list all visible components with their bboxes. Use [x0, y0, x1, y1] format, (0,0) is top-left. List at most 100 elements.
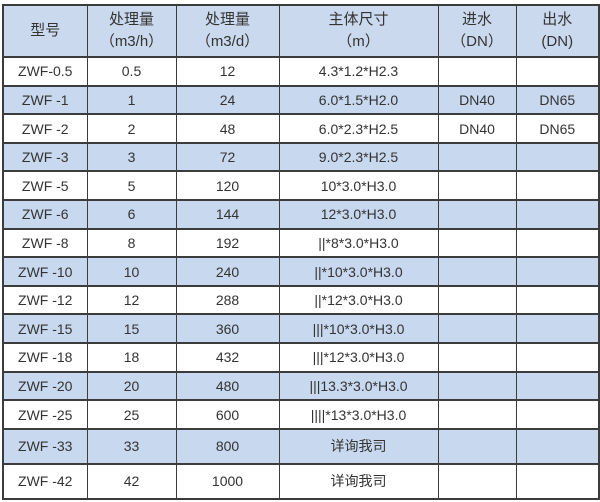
product-spec-table: 型号 处理量 （m3/h） 处理量 （m3/d） 主体尺寸 （m） 进水 （DN） 出水 (DN) … — [2, 4, 600, 501]
table-row: ZWF -20 20 480 |||13.3*3.0*H3.0 — [2, 370, 600, 402]
table-row: ZWF -5 5 120 10*3.0*H3.0 — [2, 170, 600, 202]
table-cell-capacity-m3d: 144 — [175, 199, 280, 230]
table-cell-model: ZWF -18 — [2, 342, 88, 373]
table-cell-capacity-m3h: 3 — [86, 141, 177, 173]
table-row: ZWF-0.5 0.5 12 4.3*1.2*H2.3 — [2, 56, 600, 87]
header-line2: （m3/h） — [99, 33, 164, 50]
table-row: ZWF -2 2 48 6.0*2.3*H2.5 DN40 DN65 — [2, 113, 600, 144]
table-cell-capacity-m3h: 2 — [86, 113, 177, 144]
col-header-capacity-m3d: 处理量 （m3/d） — [175, 4, 280, 58]
table-cell-capacity-m3d: 48 — [175, 113, 280, 144]
table-row: ZWF -10 10 240 ||*10*3.0*H3.0 — [2, 256, 600, 287]
table-cell-model: ZWF -25 — [2, 399, 88, 430]
table-cell-model: ZWF -8 — [2, 227, 88, 259]
table-cell-outlet-dn — [515, 199, 600, 230]
table-cell-model: ZWF -15 — [2, 313, 88, 345]
table-cell-outlet-dn — [515, 313, 600, 345]
header-line2: (DN) — [541, 33, 574, 50]
table-cell-capacity-m3h: 25 — [86, 399, 177, 430]
table-cell-inlet-dn — [437, 56, 517, 87]
table-cell-inlet-dn — [437, 370, 517, 402]
table-cell-capacity-m3h: 10 — [86, 256, 177, 287]
table-cell-inlet-dn — [437, 313, 517, 345]
table-cell-capacity-m3d: 360 — [175, 313, 280, 345]
table-cell-inlet-dn: DN40 — [437, 84, 517, 116]
table-cell-capacity-m3d: 600 — [175, 399, 280, 430]
table-row: ZWF -33 33 800 详询我司 — [2, 427, 600, 465]
table-cell-outlet-dn — [515, 170, 600, 202]
table-cell-capacity-m3h: 33 — [86, 427, 177, 465]
table-cell-capacity-m3h: 18 — [86, 342, 177, 373]
table-cell-capacity-m3h: 12 — [86, 284, 177, 316]
table-cell-body-size: 12*3.0*H3.0 — [278, 199, 439, 230]
table-cell-model: ZWF -3 — [2, 141, 88, 173]
table-cell-inlet-dn — [437, 227, 517, 259]
table-cell-model: ZWF -6 — [2, 199, 88, 230]
table-cell-inlet-dn — [437, 170, 517, 202]
table-cell-model: ZWF -20 — [2, 370, 88, 402]
table-cell-capacity-m3d: 480 — [175, 370, 280, 402]
col-header-capacity-m3h: 处理量 （m3/h） — [86, 4, 177, 58]
table-cell-capacity-m3d: 12 — [175, 56, 280, 87]
header-line2: （m3/d） — [195, 33, 260, 50]
table-cell-capacity-m3d: 800 — [175, 427, 280, 465]
table-row: ZWF -42 42 1000 详询我司 — [2, 462, 600, 501]
table-cell-inlet-dn — [437, 342, 517, 373]
header-line1: 主体尺寸 — [328, 11, 389, 29]
table-row: ZWF -18 18 432 |||*12*3.0*H3.0 — [2, 342, 600, 373]
table-cell-outlet-dn — [515, 227, 600, 259]
table-cell-body-size: |||*10*3.0*H3.0 — [278, 313, 439, 345]
table-cell-capacity-m3h: 1 — [86, 84, 177, 116]
table-cell-model: ZWF -1 — [2, 84, 88, 116]
table-cell-inlet-dn — [437, 427, 517, 465]
table-cell-body-size: 详询我司 — [278, 462, 439, 501]
table-row: ZWF -3 3 72 9.0*2.3*H2.5 — [2, 141, 600, 173]
table-cell-capacity-m3d: 1000 — [175, 462, 280, 501]
table-cell-model: ZWF -2 — [2, 113, 88, 144]
table-cell-capacity-m3d: 72 — [175, 141, 280, 173]
table-cell-body-size: ||*12*3.0*H3.0 — [278, 284, 439, 316]
table-body: ZWF-0.5 0.5 12 4.3*1.2*H2.3 ZWF -1 1 24 6.0*1.5… — [2, 56, 600, 501]
col-header-model: 型号 — [2, 4, 88, 58]
table-cell-outlet-dn — [515, 342, 600, 373]
table-cell-outlet-dn — [515, 399, 600, 430]
table-cell-body-size: 6.0*1.5*H2.0 — [278, 84, 439, 116]
table-cell-outlet-dn: DN65 — [515, 84, 600, 116]
table-row: ZWF -6 6 144 12*3.0*H3.0 — [2, 199, 600, 230]
table-cell-body-size: |||13.3*3.0*H3.0 — [278, 370, 439, 402]
table-cell-inlet-dn — [437, 141, 517, 173]
table-cell-model: ZWF -12 — [2, 284, 88, 316]
table-cell-outlet-dn — [515, 256, 600, 287]
table-cell-outlet-dn: DN65 — [515, 113, 600, 144]
table-cell-inlet-dn — [437, 284, 517, 316]
table-cell-body-size: 10*3.0*H3.0 — [278, 170, 439, 202]
table-cell-model: ZWF -5 — [2, 170, 88, 202]
table-cell-body-size: ||*10*3.0*H3.0 — [278, 256, 439, 287]
table-cell-model: ZWF -42 — [2, 462, 88, 501]
table-cell-inlet-dn — [437, 462, 517, 501]
table-cell-inlet-dn — [437, 399, 517, 430]
table-cell-model: ZWF -33 — [2, 427, 88, 465]
table-cell-body-size: 详询我司 — [278, 427, 439, 465]
table-cell-body-size: 6.0*2.3*H2.5 — [278, 113, 439, 144]
table-cell-capacity-m3d: 240 — [175, 256, 280, 287]
table-cell-capacity-m3d: 120 — [175, 170, 280, 202]
table-row: ZWF -1 1 24 6.0*1.5*H2.0 DN40 DN65 — [2, 84, 600, 116]
table-cell-inlet-dn — [437, 256, 517, 287]
table-cell-capacity-m3h: 15 — [86, 313, 177, 345]
table-cell-body-size: 4.3*1.2*H2.3 — [278, 56, 439, 87]
table-row: ZWF -8 8 192 ||*8*3.0*H3.0 — [2, 227, 600, 259]
table-cell-inlet-dn: DN40 — [437, 113, 517, 144]
table-cell-outlet-dn — [515, 462, 600, 501]
table-cell-capacity-m3d: 288 — [175, 284, 280, 316]
header-line1: 处理量 — [204, 11, 250, 29]
col-header-outlet-dn: 出水 (DN) — [515, 4, 600, 58]
col-header-inlet-dn: 进水 （DN） — [437, 4, 517, 58]
table-row: ZWF -15 15 360 |||*10*3.0*H3.0 — [2, 313, 600, 345]
header-row: 型号 处理量 （m3/h） 处理量 （m3/d） 主体尺寸 （m） 进水 （DN） 出水 (DN) — [2, 4, 600, 58]
header-line1: 进水 — [461, 11, 492, 29]
table-cell-capacity-m3h: 6 — [86, 199, 177, 230]
table-cell-model: ZWF -10 — [2, 256, 88, 287]
table-cell-capacity-m3d: 192 — [175, 227, 280, 259]
